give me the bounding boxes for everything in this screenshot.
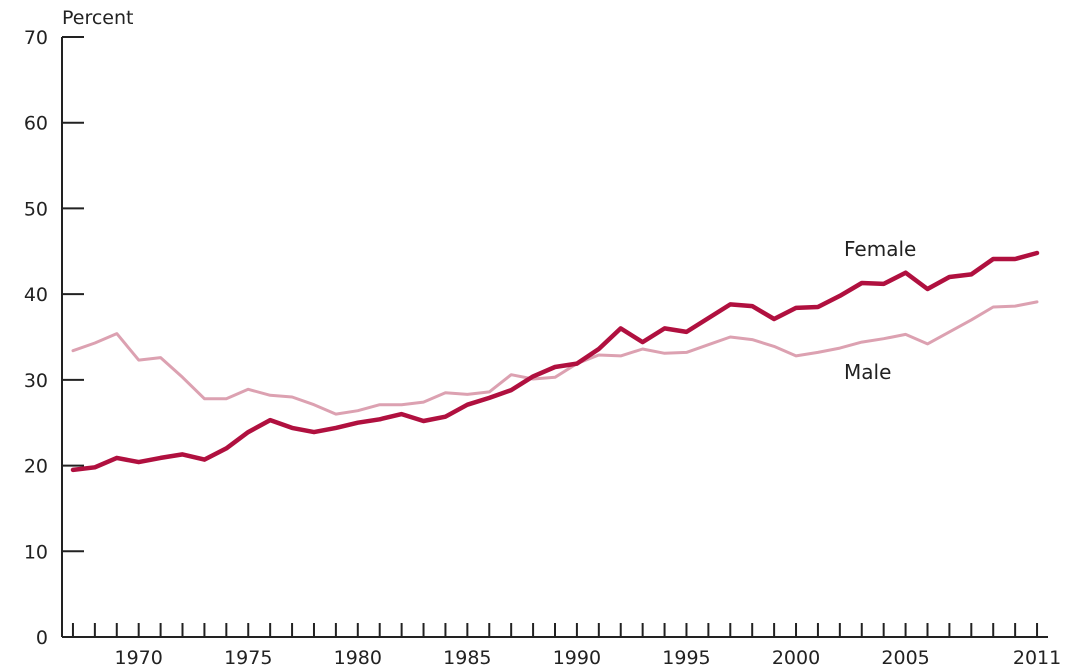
y-tick-label: 30 xyxy=(24,370,48,392)
series-line-male xyxy=(71,300,1039,416)
x-tick-label: 1970 xyxy=(115,647,163,669)
series-line-female xyxy=(70,250,1040,473)
y-tick-label: 70 xyxy=(24,27,48,49)
x-tick-label: 2011 xyxy=(1013,647,1061,669)
y-tick-label: 10 xyxy=(24,541,48,563)
y-axis-title: Percent xyxy=(62,7,134,29)
x-tick-label: 2005 xyxy=(881,647,929,669)
x-tick-label: 1975 xyxy=(224,647,272,669)
x-tick-label: 2000 xyxy=(772,647,820,669)
series-label-female: Female xyxy=(844,237,916,261)
series-labels: Female Male xyxy=(844,237,916,384)
y-axis-ticks: 0 10 20 30 40 50 60 70 xyxy=(24,27,84,649)
y-tick-label: 50 xyxy=(24,198,48,220)
x-tick-label: 1985 xyxy=(443,647,491,669)
y-tick-label: 40 xyxy=(24,284,48,306)
series-label-male: Male xyxy=(844,360,891,384)
y-tick-label: 0 xyxy=(36,627,48,649)
y-tick-label: 60 xyxy=(24,113,48,135)
x-tick-label: 1980 xyxy=(334,647,382,669)
x-tick-label: 1990 xyxy=(553,647,601,669)
x-tick-label: 1995 xyxy=(662,647,710,669)
series-layer xyxy=(70,250,1040,473)
y-tick-label: 20 xyxy=(24,456,48,478)
x-axis-ticks: 1970 1975 1980 1985 1990 1995 2000 2005 2011 xyxy=(71,623,1061,669)
